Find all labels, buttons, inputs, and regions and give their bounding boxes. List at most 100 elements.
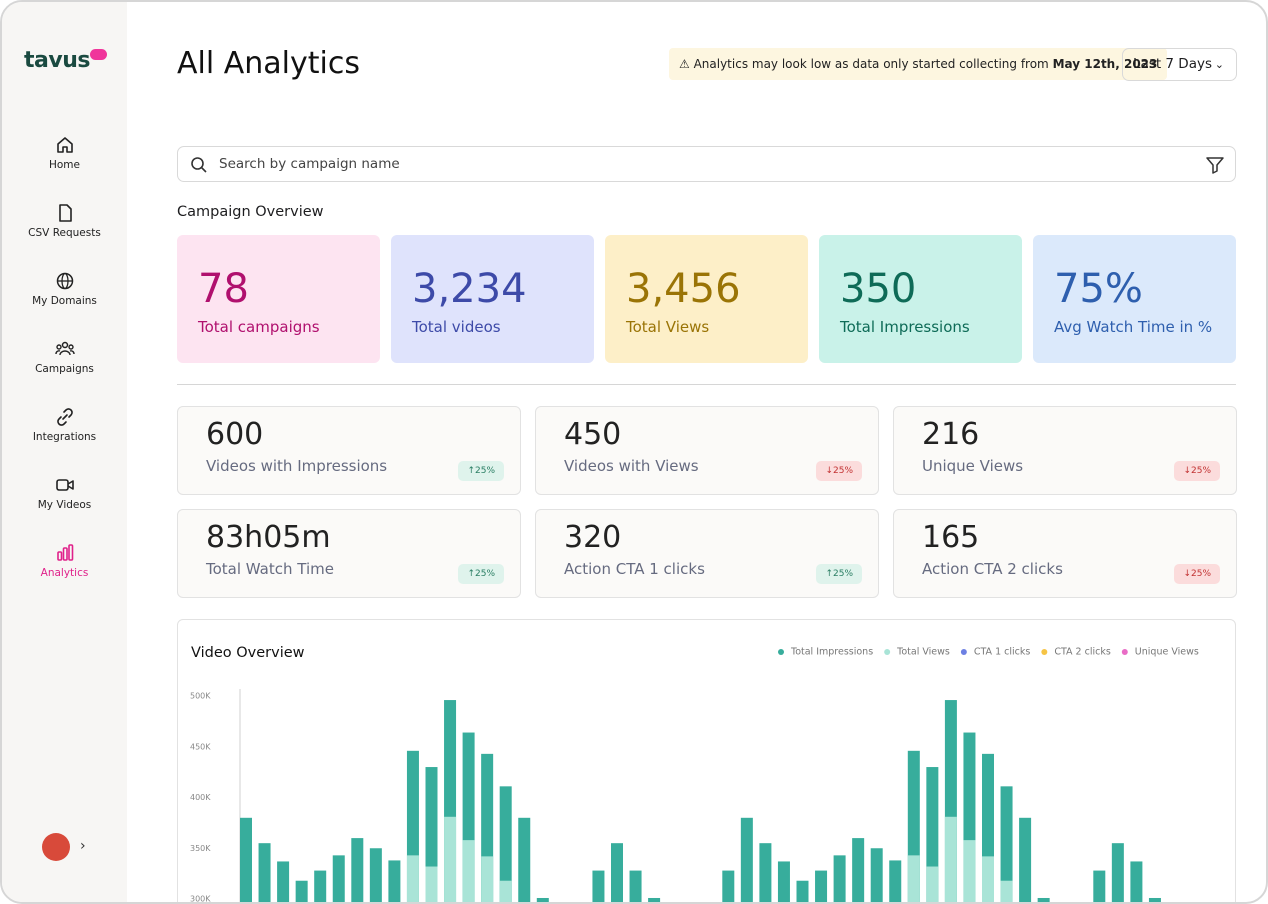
stat-value: 165 bbox=[922, 520, 980, 555]
nav-item[interactable]: Campaigns bbox=[2, 339, 127, 375]
stat-value: 600 bbox=[206, 417, 264, 452]
stat-card: 216 Unique Views ↓25% bbox=[893, 406, 1237, 495]
logo[interactable]: tavus bbox=[24, 48, 90, 73]
search-placeholder: Search by campaign name bbox=[219, 156, 400, 172]
metric-label: Total videos bbox=[412, 318, 501, 336]
section-title: Campaign Overview bbox=[177, 204, 324, 220]
legend-dot bbox=[1121, 649, 1128, 655]
bar bbox=[499, 786, 512, 902]
stat-label: Unique Views bbox=[922, 457, 1024, 475]
stat-value: 450 bbox=[564, 417, 622, 452]
legend-dot bbox=[1041, 649, 1048, 655]
stat-card: 320 Action CTA 1 clicks ↑25% bbox=[535, 509, 879, 598]
bar bbox=[926, 866, 939, 902]
nav-label: My Domains bbox=[32, 295, 97, 307]
nav-icon bbox=[56, 544, 73, 561]
search-box[interactable]: Search by campaign name bbox=[177, 146, 1236, 182]
bar bbox=[425, 866, 438, 902]
bar bbox=[1130, 861, 1143, 902]
bar bbox=[240, 817, 252, 902]
change-badge: ↑25% bbox=[458, 564, 504, 584]
metric-card: 75% Avg Watch Time in % bbox=[1033, 235, 1236, 363]
bar bbox=[314, 870, 327, 902]
stat-card: 83h05m Total Watch Time ↑25% bbox=[177, 509, 521, 598]
expand-chevron[interactable]: › bbox=[80, 838, 86, 854]
bar bbox=[722, 870, 735, 902]
sidebar: tavus › Home CSV Requests My Domains Campai… bbox=[2, 2, 127, 902]
page-title: All Analytics bbox=[177, 46, 360, 81]
nav-label: Integrations bbox=[32, 431, 97, 443]
stat-label: Videos with Impressions bbox=[206, 457, 388, 475]
stat-label: Total Watch Time bbox=[206, 560, 334, 578]
divider bbox=[177, 384, 1236, 385]
chart: Video Overview 300K 350K 400K 450K 500K Total … bbox=[190, 645, 1199, 902]
y-tick-label: 400K bbox=[190, 793, 211, 802]
metric-card: 350 Total Impressions bbox=[819, 235, 1022, 363]
change-badge: ↓25% bbox=[816, 461, 862, 481]
bar bbox=[1093, 870, 1106, 902]
nav-item[interactable]: Home bbox=[2, 135, 127, 171]
avatar[interactable] bbox=[42, 833, 70, 861]
bar bbox=[870, 848, 883, 902]
bar bbox=[815, 870, 828, 902]
legend-label: CTA 2 clicks bbox=[1054, 647, 1111, 658]
legend-label: CTA 1 clicks bbox=[974, 647, 1031, 658]
nav-icon bbox=[55, 479, 74, 491]
bar bbox=[518, 817, 531, 902]
search-icon bbox=[191, 157, 207, 173]
bar bbox=[796, 880, 809, 902]
nav-icon bbox=[58, 204, 72, 222]
bar bbox=[777, 861, 790, 902]
logo-icon bbox=[90, 49, 107, 60]
legend-dot bbox=[884, 649, 891, 655]
nav-item[interactable]: My Videos bbox=[2, 475, 127, 511]
stat-card: 450 Videos with Views ↓25% bbox=[535, 406, 879, 495]
y-tick-label: 350K bbox=[190, 844, 211, 853]
y-tick-label: 450K bbox=[190, 742, 211, 751]
nav-label: Analytics bbox=[40, 567, 89, 579]
bar bbox=[648, 897, 661, 902]
metric-value: 78 bbox=[198, 266, 249, 312]
metric-card: 78 Total campaigns bbox=[177, 235, 380, 363]
bar bbox=[1019, 817, 1032, 902]
bar bbox=[982, 856, 994, 902]
bar bbox=[481, 856, 494, 902]
change-badge: ↓25% bbox=[1174, 461, 1220, 481]
chart-card bbox=[177, 619, 1236, 902]
nav-item[interactable]: Integrations bbox=[2, 407, 127, 443]
bar bbox=[740, 817, 753, 902]
bar bbox=[629, 870, 642, 902]
legend-dot bbox=[960, 649, 967, 655]
bar bbox=[295, 880, 308, 902]
bar bbox=[1000, 786, 1013, 902]
nav-label: CSV Requests bbox=[28, 227, 101, 239]
bar bbox=[258, 843, 271, 902]
nav-label: My Videos bbox=[37, 499, 92, 511]
bar bbox=[462, 840, 475, 902]
nav-item[interactable]: CSV Requests bbox=[2, 203, 127, 239]
nav-item[interactable]: Analytics bbox=[2, 543, 127, 579]
stat-label: Videos with Views bbox=[564, 457, 699, 475]
stat-label: Action CTA 1 clicks bbox=[564, 560, 705, 578]
metric-value: 3,234 bbox=[412, 266, 527, 312]
legend-dot bbox=[778, 649, 784, 655]
nav-icon bbox=[54, 341, 75, 356]
bar bbox=[369, 848, 382, 902]
metric-card: 3,234 Total videos bbox=[391, 235, 594, 363]
filter-icon[interactable] bbox=[1205, 155, 1225, 175]
bar bbox=[963, 840, 976, 902]
chart-title: Video Overview bbox=[191, 645, 305, 661]
metric-label: Avg Watch Time in % bbox=[1054, 318, 1213, 336]
stat-card: 600 Videos with Impressions ↑25% bbox=[177, 406, 521, 495]
bar bbox=[277, 861, 290, 902]
nav-icon bbox=[56, 408, 73, 426]
legend-label: Total Views bbox=[896, 647, 950, 658]
nav-item[interactable]: My Domains bbox=[2, 271, 127, 307]
notice: ⚠ Analytics may look low as data only st… bbox=[669, 48, 1168, 80]
range-select[interactable]: Last 7 Days ⌄ bbox=[1122, 48, 1237, 81]
bar bbox=[592, 870, 605, 902]
bar bbox=[388, 860, 401, 902]
bar bbox=[852, 838, 865, 902]
bar bbox=[351, 838, 364, 902]
